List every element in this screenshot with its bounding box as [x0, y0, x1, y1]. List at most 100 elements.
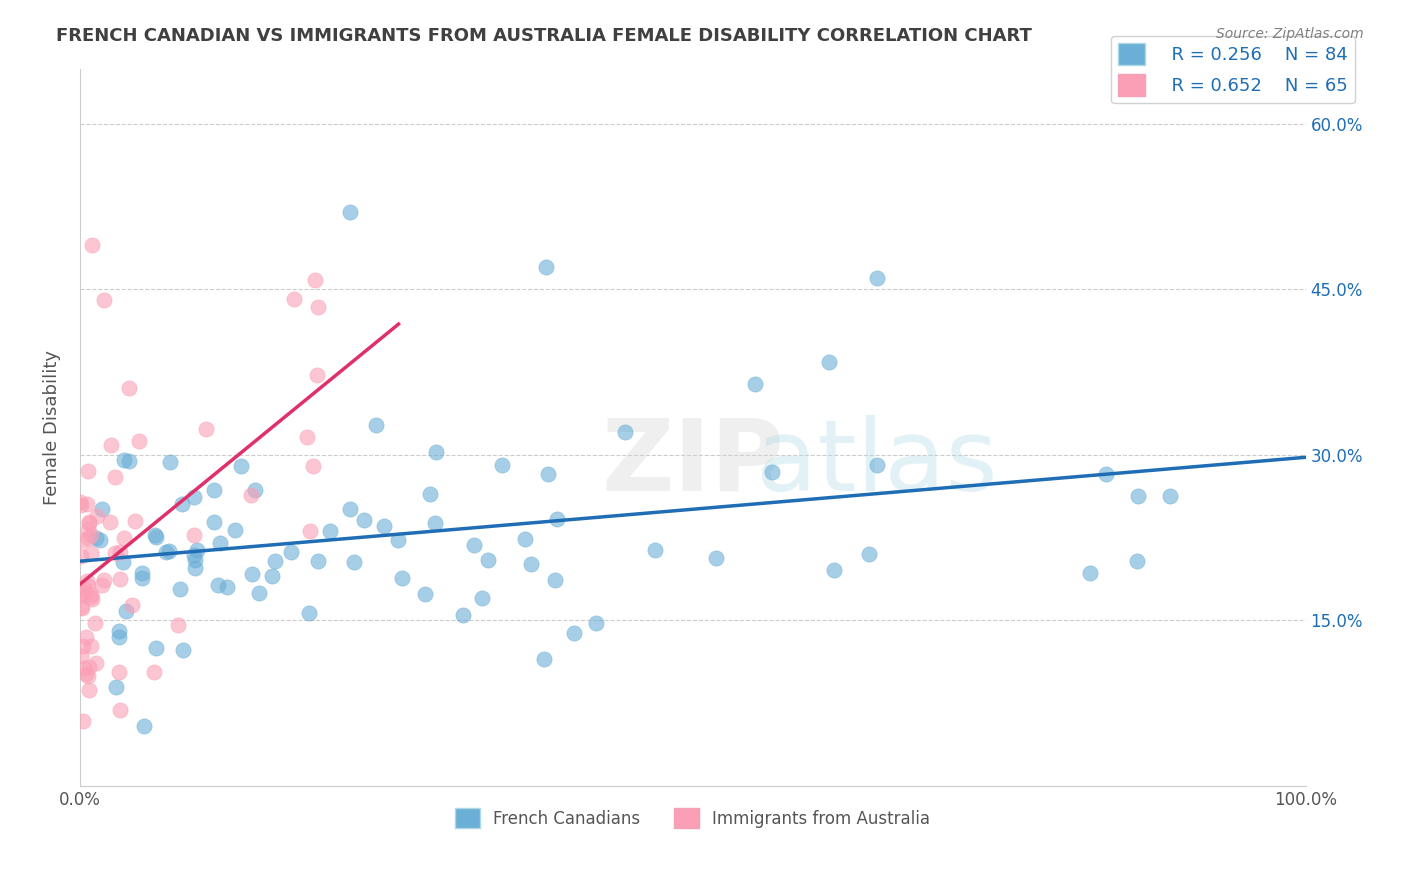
Point — [73, 587, 96, 601]
Point — [477, 553, 499, 567]
Point — [761, 466, 783, 480]
Point — [172, 643, 194, 657]
Point — [319, 524, 342, 539]
Point — [865, 271, 887, 285]
Point — [744, 376, 766, 391]
Point — [1126, 489, 1149, 503]
Point — [80, 639, 103, 653]
Point — [183, 490, 205, 504]
Point — [471, 591, 494, 605]
Point — [533, 651, 555, 665]
Point — [353, 513, 375, 527]
Point — [297, 430, 319, 444]
Point — [183, 549, 205, 563]
Point — [104, 546, 127, 560]
Point — [415, 587, 437, 601]
Point — [77, 531, 100, 545]
Point — [260, 569, 283, 583]
Point — [80, 528, 103, 542]
Point — [70, 499, 93, 513]
Text: Source: ZipAtlas.com: Source: ZipAtlas.com — [1216, 27, 1364, 41]
Point — [613, 425, 636, 440]
Point — [75, 667, 97, 681]
Point — [1126, 554, 1149, 568]
Point — [72, 714, 94, 728]
Point — [513, 532, 536, 546]
Point — [364, 417, 387, 432]
Point — [80, 546, 103, 560]
Point — [69, 583, 91, 598]
Point — [112, 532, 135, 546]
Point — [463, 538, 485, 552]
Point — [1095, 467, 1118, 481]
Point — [183, 528, 205, 542]
Point — [544, 573, 567, 587]
Point — [108, 544, 131, 558]
Point — [534, 260, 557, 274]
Point — [307, 301, 329, 315]
Point — [131, 566, 153, 580]
Point — [84, 657, 107, 671]
Point — [263, 554, 285, 568]
Point — [202, 515, 225, 529]
Point — [391, 571, 413, 585]
Point — [76, 574, 98, 588]
Point — [301, 458, 323, 473]
Point — [184, 553, 207, 567]
Point — [817, 355, 839, 369]
Point — [546, 512, 568, 526]
Point — [157, 544, 180, 558]
Y-axis label: Female Disability: Female Disability — [44, 350, 60, 505]
Point — [858, 547, 880, 561]
Point — [339, 502, 361, 516]
Point — [93, 573, 115, 587]
Point — [704, 551, 727, 566]
Point — [107, 665, 129, 680]
Point — [112, 452, 135, 467]
Point — [84, 531, 107, 545]
Point — [76, 668, 98, 682]
Text: atlas: atlas — [756, 415, 997, 511]
Point — [339, 205, 361, 219]
Point — [77, 522, 100, 536]
Point — [229, 459, 252, 474]
Point — [80, 591, 103, 606]
Legend: French Canadians, Immigrants from Australia: French Canadians, Immigrants from Austra… — [449, 801, 936, 835]
Point — [342, 555, 364, 569]
Point — [79, 515, 101, 529]
Point — [70, 549, 93, 563]
Point — [73, 660, 96, 674]
Point — [823, 563, 845, 577]
Point — [128, 434, 150, 448]
Point — [76, 579, 98, 593]
Point — [108, 630, 131, 644]
Point — [304, 273, 326, 287]
Point — [72, 640, 94, 654]
Point — [69, 495, 91, 509]
Point — [425, 445, 447, 459]
Point — [299, 524, 322, 538]
Point — [247, 586, 270, 600]
Point — [124, 514, 146, 528]
Point — [865, 458, 887, 472]
Point — [143, 528, 166, 542]
Point — [167, 617, 190, 632]
Point — [155, 545, 177, 559]
Point — [419, 487, 441, 501]
Point — [387, 533, 409, 548]
Point — [72, 588, 94, 602]
Point — [75, 630, 97, 644]
Point — [73, 582, 96, 597]
Point — [104, 470, 127, 484]
Point — [184, 560, 207, 574]
Point — [70, 600, 93, 615]
Point — [423, 516, 446, 531]
Point — [202, 483, 225, 498]
Point — [77, 682, 100, 697]
Point — [145, 530, 167, 544]
Point — [240, 567, 263, 582]
Point — [91, 577, 114, 591]
Point — [307, 554, 329, 568]
Point — [209, 536, 232, 550]
Point — [117, 381, 139, 395]
